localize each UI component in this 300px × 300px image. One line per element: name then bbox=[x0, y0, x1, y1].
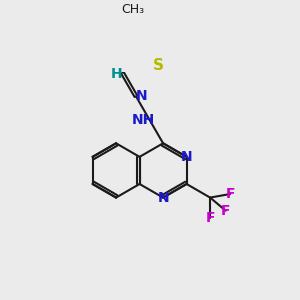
Text: N: N bbox=[157, 190, 169, 205]
Text: N: N bbox=[135, 89, 147, 103]
Text: F: F bbox=[225, 187, 235, 201]
Text: NH: NH bbox=[132, 113, 155, 127]
Text: S: S bbox=[152, 58, 164, 73]
Text: F: F bbox=[206, 211, 215, 225]
Text: H: H bbox=[110, 67, 122, 81]
Text: N: N bbox=[181, 150, 192, 164]
Text: CH₃: CH₃ bbox=[121, 3, 144, 16]
Text: F: F bbox=[221, 204, 230, 218]
